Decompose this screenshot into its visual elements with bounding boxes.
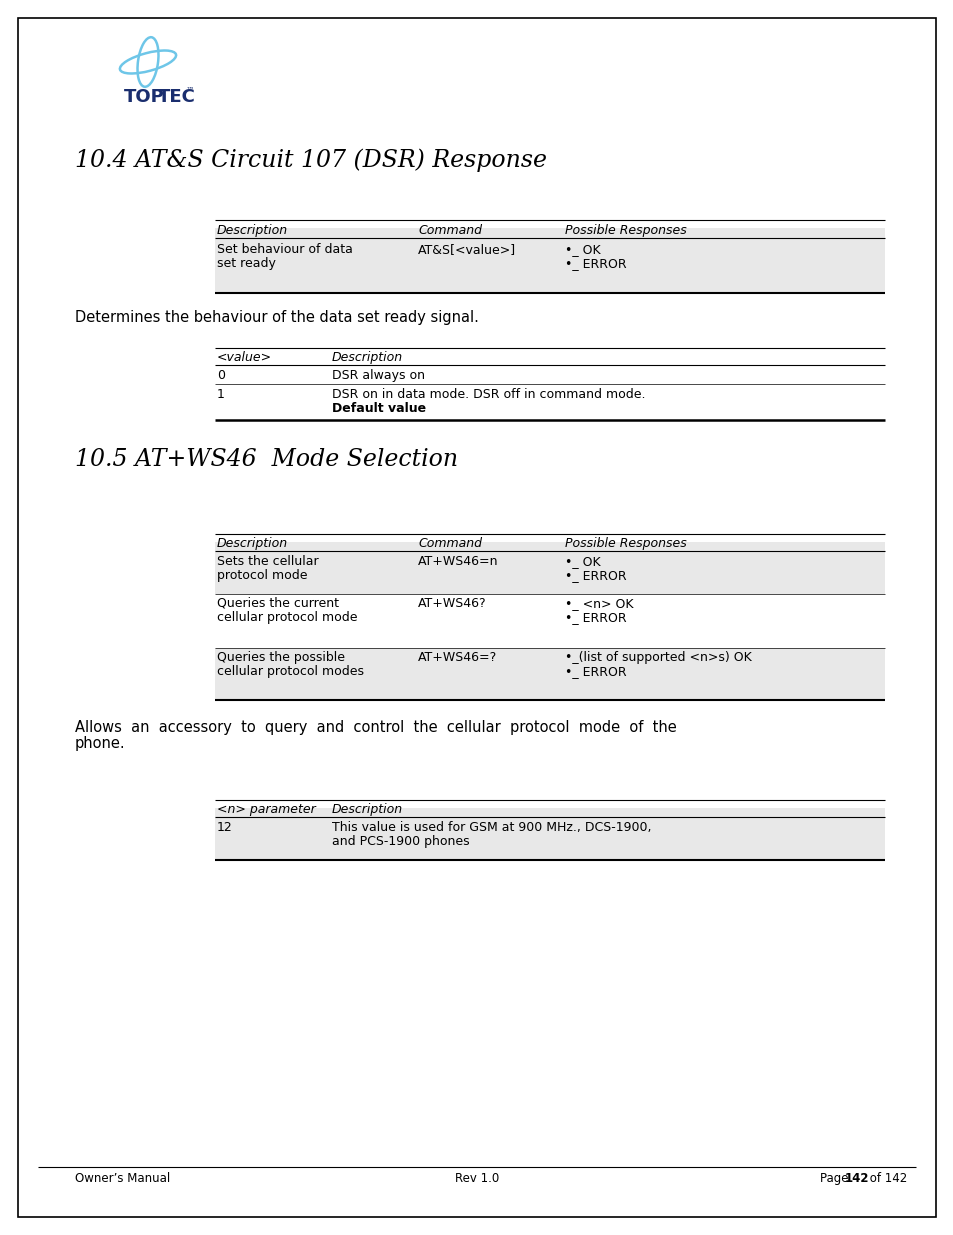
Text: of 142: of 142 xyxy=(865,1172,906,1186)
Text: Owner’s Manual: Owner’s Manual xyxy=(75,1172,170,1186)
Text: 10.5 AT+WS46  Mode Selection: 10.5 AT+WS46 Mode Selection xyxy=(75,448,457,471)
Text: Description: Description xyxy=(216,537,288,550)
Text: DSR on in data mode. DSR off in command mode.: DSR on in data mode. DSR off in command … xyxy=(332,388,645,401)
Text: Rev 1.0: Rev 1.0 xyxy=(455,1172,498,1186)
Text: 142: 142 xyxy=(844,1172,868,1186)
Text: <value>: <value> xyxy=(216,351,272,364)
Text: Allows  an  accessory  to  query  and  control  the  cellular  protocol  mode  o: Allows an accessory to query and control… xyxy=(75,720,676,735)
Text: Command: Command xyxy=(417,537,481,550)
Text: 0: 0 xyxy=(216,369,225,382)
Text: Sets the cellular: Sets the cellular xyxy=(216,555,318,568)
Text: DSR always on: DSR always on xyxy=(332,369,424,382)
Text: Determines the behaviour of the data set ready signal.: Determines the behaviour of the data set… xyxy=(75,310,478,325)
Text: Description: Description xyxy=(332,351,403,364)
Text: TOP: TOP xyxy=(124,88,165,106)
Text: •_ OK: •_ OK xyxy=(564,243,600,256)
Bar xyxy=(214,808,884,860)
Text: cellular protocol modes: cellular protocol modes xyxy=(216,664,364,678)
Text: •_(list of supported <n>s) OK: •_(list of supported <n>s) OK xyxy=(564,651,751,664)
Text: •_ ERROR: •_ ERROR xyxy=(564,664,626,678)
Text: AT+WS46=?: AT+WS46=? xyxy=(417,651,497,664)
Text: Description: Description xyxy=(216,224,288,237)
Text: •_ OK: •_ OK xyxy=(564,555,600,568)
Text: protocol mode: protocol mode xyxy=(216,569,307,582)
Text: cellular protocol mode: cellular protocol mode xyxy=(216,611,357,624)
Bar xyxy=(214,648,884,700)
Text: This value is used for GSM at 900 MHz., DCS-1900,: This value is used for GSM at 900 MHz., … xyxy=(332,821,651,834)
Text: Command: Command xyxy=(417,224,481,237)
Text: phone.: phone. xyxy=(75,736,126,751)
Text: Description: Description xyxy=(332,803,403,816)
Text: AT+WS46=n: AT+WS46=n xyxy=(417,555,498,568)
Text: •_ <n> OK: •_ <n> OK xyxy=(564,597,633,610)
Text: •_ ERROR: •_ ERROR xyxy=(564,569,626,582)
Text: Default value: Default value xyxy=(332,403,426,415)
Text: Possible Responses: Possible Responses xyxy=(564,224,686,237)
Text: •_ ERROR: •_ ERROR xyxy=(564,611,626,624)
Text: set ready: set ready xyxy=(216,257,275,270)
Text: Queries the current: Queries the current xyxy=(216,597,338,610)
Text: TEC: TEC xyxy=(158,88,195,106)
Text: •_ ERROR: •_ ERROR xyxy=(564,257,626,270)
Text: AT+WS46?: AT+WS46? xyxy=(417,597,486,610)
Text: and PCS-1900 phones: and PCS-1900 phones xyxy=(332,835,469,848)
Text: Set behaviour of data: Set behaviour of data xyxy=(216,243,353,256)
Text: Queries the possible: Queries the possible xyxy=(216,651,345,664)
Bar xyxy=(214,542,884,594)
Text: Page: Page xyxy=(820,1172,851,1186)
Text: 10.4 AT&S Circuit 107 (DSR) Response: 10.4 AT&S Circuit 107 (DSR) Response xyxy=(75,148,546,172)
Text: Possible Responses: Possible Responses xyxy=(564,537,686,550)
Text: ™: ™ xyxy=(186,86,194,95)
Text: AT&S[<value>]: AT&S[<value>] xyxy=(417,243,516,256)
Text: <n> parameter: <n> parameter xyxy=(216,803,315,816)
Text: 12: 12 xyxy=(216,821,233,834)
Bar xyxy=(214,228,884,293)
Text: 1: 1 xyxy=(216,388,225,401)
